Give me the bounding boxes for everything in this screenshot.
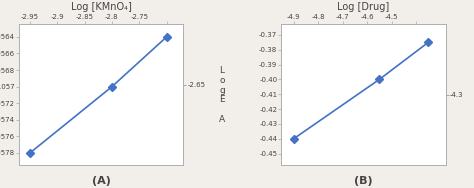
Text: (B): (B): [354, 176, 373, 186]
Title: Log [KMnO₄]: Log [KMnO₄]: [71, 2, 131, 12]
Text: (A): (A): [91, 176, 110, 186]
Y-axis label: L
o
g
E

A: L o g E A: [219, 66, 225, 124]
Title: Log [Drug]: Log [Drug]: [337, 2, 390, 12]
